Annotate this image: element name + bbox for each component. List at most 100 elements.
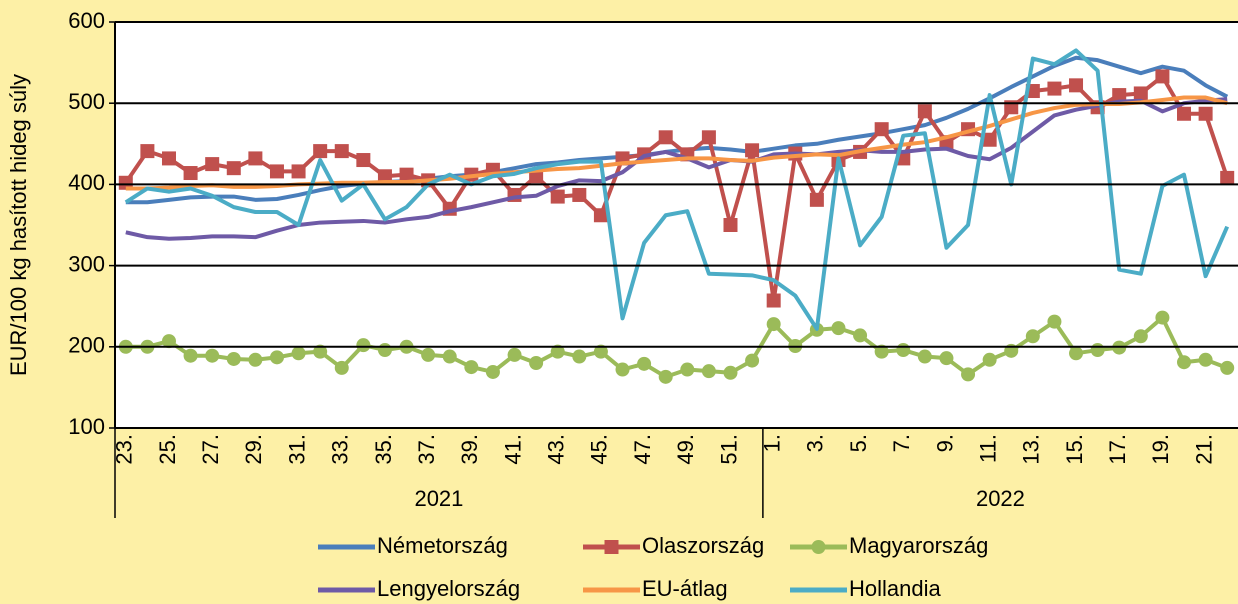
legend-label: EU-átlag xyxy=(642,576,728,601)
legend-marker xyxy=(811,540,826,554)
marker xyxy=(637,356,652,371)
marker xyxy=(485,364,500,379)
x-tick-label: 17. xyxy=(1105,434,1130,465)
marker xyxy=(1133,329,1148,344)
legend-label: Lengyelország xyxy=(377,576,520,601)
marker xyxy=(356,338,371,353)
marker xyxy=(226,351,241,366)
x-tick-label: 27. xyxy=(198,434,223,465)
x-tick-label: 5. xyxy=(846,434,871,452)
marker xyxy=(1220,170,1235,185)
y-tick-label: 400 xyxy=(68,170,105,195)
marker xyxy=(399,167,414,182)
marker xyxy=(1069,346,1084,361)
x-tick-label: 41. xyxy=(500,434,525,465)
marker xyxy=(917,104,932,119)
x-tick-label: 37. xyxy=(414,434,439,465)
legend-item: Hollandia xyxy=(790,576,941,601)
marker xyxy=(464,360,479,375)
y-tick-label: 500 xyxy=(68,89,105,114)
marker xyxy=(745,353,760,368)
marker xyxy=(313,344,328,359)
x-tick-label: 35. xyxy=(371,434,396,465)
marker xyxy=(1155,310,1170,325)
plot xyxy=(118,48,1235,384)
marker xyxy=(334,144,349,159)
marker xyxy=(982,132,997,147)
marker xyxy=(896,343,911,358)
marker xyxy=(658,369,673,384)
legend-label: Olaszország xyxy=(642,533,764,558)
y-axis-label: EUR/100 kg hasított hideg súly xyxy=(6,74,31,376)
marker xyxy=(615,362,630,377)
legend-item: EU-átlag xyxy=(583,576,728,601)
marker xyxy=(723,365,738,380)
x-tick-label: 51. xyxy=(716,434,741,465)
marker xyxy=(1025,329,1040,344)
marker xyxy=(291,346,306,361)
x-tick-label: 23. xyxy=(112,434,137,465)
marker xyxy=(1198,106,1213,121)
marker xyxy=(313,144,328,159)
marker xyxy=(248,151,263,166)
marker xyxy=(205,348,220,363)
marker xyxy=(377,169,392,184)
marker xyxy=(442,349,457,364)
marker xyxy=(1069,78,1084,93)
x-tick-label: 21. xyxy=(1191,434,1216,465)
x-tick-label: 43. xyxy=(544,434,569,465)
x-tick-label: 31. xyxy=(284,434,309,465)
series-line xyxy=(124,48,1230,331)
marker xyxy=(1090,343,1105,358)
marker xyxy=(183,166,198,181)
group-label: 2022 xyxy=(976,486,1025,511)
x-tick-label: 45. xyxy=(587,434,612,465)
x-tick-label: 25. xyxy=(155,434,180,465)
marker xyxy=(1177,355,1192,370)
marker xyxy=(183,348,198,363)
marker xyxy=(118,175,133,190)
x-tick-label: 47. xyxy=(630,434,655,465)
marker xyxy=(1047,314,1062,329)
x-tick-label: 1. xyxy=(759,434,784,452)
marker xyxy=(939,351,954,366)
marker xyxy=(140,144,155,159)
marker xyxy=(550,344,565,359)
marker xyxy=(572,187,587,202)
series-line xyxy=(125,97,1228,241)
legend-label: Hollandia xyxy=(849,576,941,601)
marker xyxy=(982,352,997,367)
marker xyxy=(550,189,565,204)
marker xyxy=(377,343,392,358)
x-tick-label: 39. xyxy=(457,434,482,465)
marker xyxy=(1177,106,1192,121)
marker xyxy=(226,161,241,176)
marker xyxy=(1112,88,1127,103)
x-tick-label: 7. xyxy=(889,434,914,452)
marker xyxy=(205,157,220,172)
marker xyxy=(529,356,544,371)
series-line xyxy=(124,74,1230,303)
marker xyxy=(593,344,608,359)
legend-item: Magyarország xyxy=(790,533,988,558)
marker xyxy=(917,349,932,364)
legend-item: Lengyelország xyxy=(318,576,520,601)
marker xyxy=(421,347,436,362)
y-tick-label: 100 xyxy=(68,414,105,439)
marker xyxy=(1155,69,1170,84)
marker xyxy=(269,164,284,179)
marker xyxy=(680,362,695,377)
legend-marker xyxy=(604,540,619,554)
marker xyxy=(269,350,284,365)
marker xyxy=(723,218,738,232)
marker xyxy=(766,293,781,308)
marker xyxy=(874,122,889,137)
marker xyxy=(291,164,306,179)
marker xyxy=(853,328,868,343)
x-tick-label: 3. xyxy=(803,434,828,452)
x-tick-label: 29. xyxy=(241,434,266,465)
legend-label: Németország xyxy=(377,533,508,558)
marker xyxy=(248,352,263,367)
x-tick-label: 9. xyxy=(932,434,957,452)
